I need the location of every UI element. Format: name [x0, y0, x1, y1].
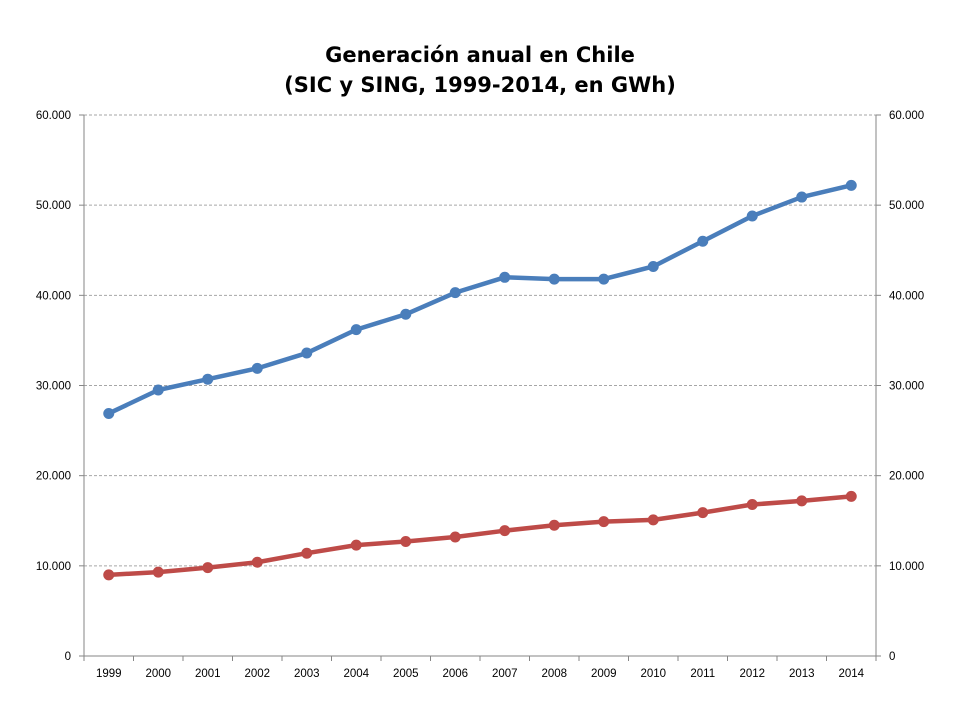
- x-tick-label: 2007: [492, 668, 518, 680]
- series-1: [103, 179, 857, 419]
- data-point: [845, 179, 857, 191]
- series-2: [103, 490, 857, 581]
- x-tick-label: 2001: [195, 668, 221, 680]
- axes: [79, 114, 881, 661]
- data-point: [647, 514, 659, 526]
- data-point: [152, 566, 164, 578]
- y-tick-label-right: 60.000: [889, 110, 924, 122]
- y-tick-label-left: 30.000: [36, 381, 71, 393]
- y-tick-label-right: 10.000: [889, 561, 924, 573]
- data-point: [251, 556, 263, 568]
- data-point: [103, 407, 115, 419]
- y-tick-label-left: 50.000: [36, 200, 71, 212]
- x-tick-label: 2006: [442, 668, 468, 680]
- x-tick-label: 2011: [690, 668, 715, 680]
- x-tick-label: 2003: [294, 668, 320, 680]
- data-point: [796, 495, 808, 507]
- x-tick-label: 2009: [591, 668, 617, 680]
- data-point: [548, 273, 560, 285]
- data-point: [400, 308, 412, 320]
- x-tick-label: 2013: [789, 668, 815, 680]
- data-point: [103, 569, 115, 581]
- y-tick-label-right: 40.000: [889, 290, 924, 302]
- chart-title-line-2: (SIC y SING, 1999-2014, en GWh): [284, 73, 676, 97]
- series-group: [103, 179, 857, 581]
- x-axis-ticks: 1999 2000 2001 2002 2003 2004 2005 2006 2007 2008…: [96, 668, 865, 680]
- chart-title: Generación anual en Chile (SIC y SING, 1…: [0, 40, 960, 100]
- data-point: [350, 539, 362, 551]
- y-tick-label-left: 60.000: [36, 110, 71, 122]
- data-point: [746, 210, 758, 222]
- data-point: [449, 531, 461, 543]
- data-point: [202, 373, 214, 385]
- y-tick-label-right: 20.000: [889, 471, 924, 483]
- series-line: [106, 183, 854, 416]
- data-point: [202, 562, 214, 574]
- data-point: [845, 490, 857, 502]
- y-tick-label-right: 0: [889, 651, 895, 663]
- data-point: [598, 516, 610, 528]
- x-tick-label: 2000: [145, 668, 171, 680]
- data-point: [796, 191, 808, 203]
- data-point: [647, 260, 659, 272]
- y-axis-left-ticks: 0 10.000 20.000 30.000 40.000 50.000 60.000: [36, 110, 71, 663]
- data-point: [449, 287, 461, 299]
- x-tick-label: 2005: [393, 668, 419, 680]
- y-axis-right-ticks: 0 10.000 20.000 30.000 40.000 50.000 60.000: [889, 110, 924, 663]
- chart-title-line-1: Generación anual en Chile: [325, 43, 635, 67]
- data-point: [350, 324, 362, 336]
- y-tick-label-left: 0: [65, 651, 71, 663]
- y-tick-label-left: 10.000: [36, 561, 71, 573]
- x-tick-label: 2002: [244, 668, 270, 680]
- data-point: [499, 271, 511, 283]
- data-point: [697, 507, 709, 519]
- data-point: [301, 547, 313, 559]
- x-tick-label: 1999: [96, 668, 122, 680]
- gridlines: [84, 114, 876, 567]
- data-point: [697, 235, 709, 247]
- y-tick-label-left: 40.000: [36, 290, 71, 302]
- x-tick-label: 2008: [541, 668, 567, 680]
- data-point: [400, 535, 412, 547]
- y-tick-label-right: 30.000: [889, 381, 924, 393]
- data-point: [746, 499, 758, 511]
- x-tick-label: 2012: [739, 668, 765, 680]
- data-point: [301, 347, 313, 359]
- y-tick-label-right: 50.000: [889, 200, 924, 212]
- data-point: [251, 362, 263, 374]
- x-tick-label: 2014: [838, 668, 864, 680]
- data-point: [548, 519, 560, 531]
- y-tick-label-left: 20.000: [36, 471, 71, 483]
- series-line: [106, 494, 854, 578]
- x-tick-label: 2010: [640, 668, 666, 680]
- data-point: [152, 384, 164, 396]
- x-tick-label: 2004: [343, 668, 369, 680]
- data-point: [499, 525, 511, 537]
- data-point: [598, 273, 610, 285]
